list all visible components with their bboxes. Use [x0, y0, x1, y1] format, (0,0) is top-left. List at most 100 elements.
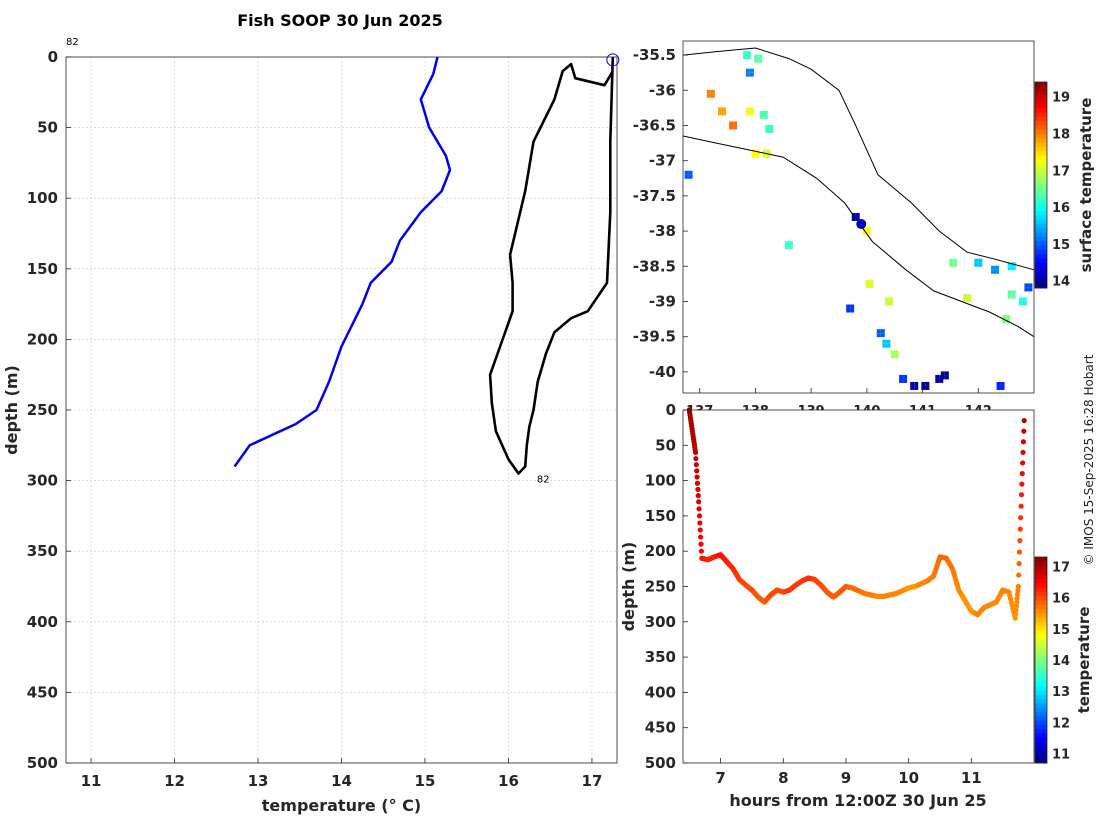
sst-pixel — [882, 339, 887, 344]
colorbar-label: temperature — [1075, 607, 1093, 714]
colorbar-segment — [1035, 112, 1047, 117]
track-point — [1013, 607, 1019, 613]
vessel-position-marker — [856, 219, 867, 230]
sst-pixel — [978, 258, 983, 263]
sst-pixel — [914, 381, 919, 386]
sst-pixel — [762, 153, 767, 158]
colorbar-segment — [1035, 587, 1047, 592]
track-point — [1017, 526, 1023, 532]
sst-pixel — [899, 378, 904, 383]
sst-pixel — [754, 58, 759, 63]
map-y-tick-label: -36.5 — [633, 116, 676, 134]
sst-pixel — [953, 258, 958, 263]
sst-pixel — [745, 72, 750, 77]
colorbar-segment — [1035, 737, 1047, 743]
sst-pixel — [1007, 294, 1012, 299]
sst-pixel — [1007, 290, 1012, 295]
sst-pixel — [743, 51, 748, 56]
colorbar-segment — [1035, 257, 1047, 263]
colorbar-segment — [1035, 206, 1047, 212]
sst-pixel — [1028, 287, 1033, 292]
colorbar-segment — [1035, 672, 1047, 678]
sst-pixel — [1002, 319, 1007, 324]
sst-pixel — [759, 114, 764, 119]
map-y-tick-label: -39 — [649, 292, 676, 310]
map-panel: -35.5 -36 -36.5 -37 -37.5 -38 -38.5 -39 -39.5 -40… — [633, 40, 1035, 419]
map-frame — [682, 40, 1035, 394]
colorbar-segment — [1035, 668, 1047, 674]
colorbar-segment — [1035, 599, 1047, 605]
sst-pixel — [925, 381, 930, 386]
track-point — [694, 468, 700, 474]
sst-pixel — [710, 89, 715, 94]
colorbar-segment — [1035, 146, 1047, 152]
map-y-tick-label: -36 — [649, 81, 676, 99]
sst-pixel — [1000, 381, 1005, 386]
sst-pixel — [763, 114, 768, 119]
sst-pixel — [935, 378, 940, 383]
sst-pixel — [914, 385, 919, 390]
profile-x-tick-label: 15 — [415, 772, 436, 790]
sst-pixel — [894, 350, 899, 355]
colorbar-segment — [1035, 754, 1047, 760]
colorbar-segment — [1035, 698, 1047, 704]
timeseries-x-tick-label: 8 — [778, 769, 788, 787]
colorbar-segment — [1035, 232, 1047, 237]
colorbar-segment — [1035, 107, 1047, 113]
sst-pixel — [925, 385, 930, 390]
track-point — [692, 449, 699, 455]
chart-title: Fish SOOP 30 Jun 2025 — [237, 11, 443, 30]
colorbar-segment — [1035, 262, 1047, 268]
colorbar-tick-label: 16 — [1052, 592, 1070, 607]
map-y-tick-label: -35.5 — [633, 46, 676, 64]
timeseries-y-tick-label: 200 — [645, 542, 676, 560]
colorbar-segment — [1035, 629, 1047, 635]
sst-pixel — [1000, 385, 1005, 390]
timeseries-y-tick-label: 450 — [645, 719, 676, 737]
colorbar-segment — [1035, 724, 1047, 730]
colorbar-segment — [1035, 758, 1047, 764]
sst-pixel — [869, 279, 874, 284]
colorbar-segment — [1035, 219, 1047, 225]
sst-pixel — [995, 269, 999, 274]
colorbar-segment — [1035, 103, 1047, 109]
colorbar-tick-label: 16 — [1052, 201, 1070, 216]
colorbar-segment — [1035, 236, 1047, 242]
colorbar-segment — [1035, 124, 1047, 130]
coastline — [682, 47, 1035, 271]
sst-pixel — [995, 265, 999, 270]
sst-pixel — [886, 343, 891, 348]
sst-pixel — [684, 170, 689, 175]
timeseries-y-tick-label: 50 — [655, 436, 676, 454]
track-point — [1020, 449, 1026, 455]
colorbar-segment — [1035, 728, 1047, 734]
sst-pixel — [788, 241, 793, 246]
sst-pixel — [963, 293, 968, 298]
profile-x-tick-label: 13 — [248, 772, 269, 790]
colorbar-segment — [1035, 167, 1047, 173]
colorbar-segment — [1035, 608, 1047, 614]
colorbar-segment — [1035, 82, 1047, 87]
sst-pixel — [766, 153, 771, 158]
track-point — [1015, 587, 1021, 594]
sst-pixel — [889, 301, 894, 306]
sst-pixel — [1022, 297, 1027, 302]
track-point — [1014, 595, 1020, 602]
timeseries-y-tick-label: 100 — [645, 472, 676, 490]
sst-pixel — [688, 170, 693, 175]
sst-pixel — [889, 297, 894, 302]
map-y-tick-label: -38 — [649, 222, 676, 240]
sst-pixel — [1002, 315, 1007, 320]
sst-pixel — [882, 343, 887, 348]
colorbar-segment — [1035, 210, 1047, 216]
colorbar-segment — [1035, 685, 1047, 691]
sst-pixel — [749, 68, 754, 73]
map-colorbar: 14 15 16 17 18 19 surface temperature — [1034, 81, 1095, 290]
profile-y-tick-label: 400 — [27, 613, 58, 631]
track-point — [695, 486, 701, 493]
sst-pixel — [749, 72, 754, 77]
sst-pixel — [865, 279, 870, 284]
sst-pixel — [1022, 301, 1027, 306]
track-point — [1012, 611, 1019, 617]
sst-pixel — [754, 54, 759, 59]
